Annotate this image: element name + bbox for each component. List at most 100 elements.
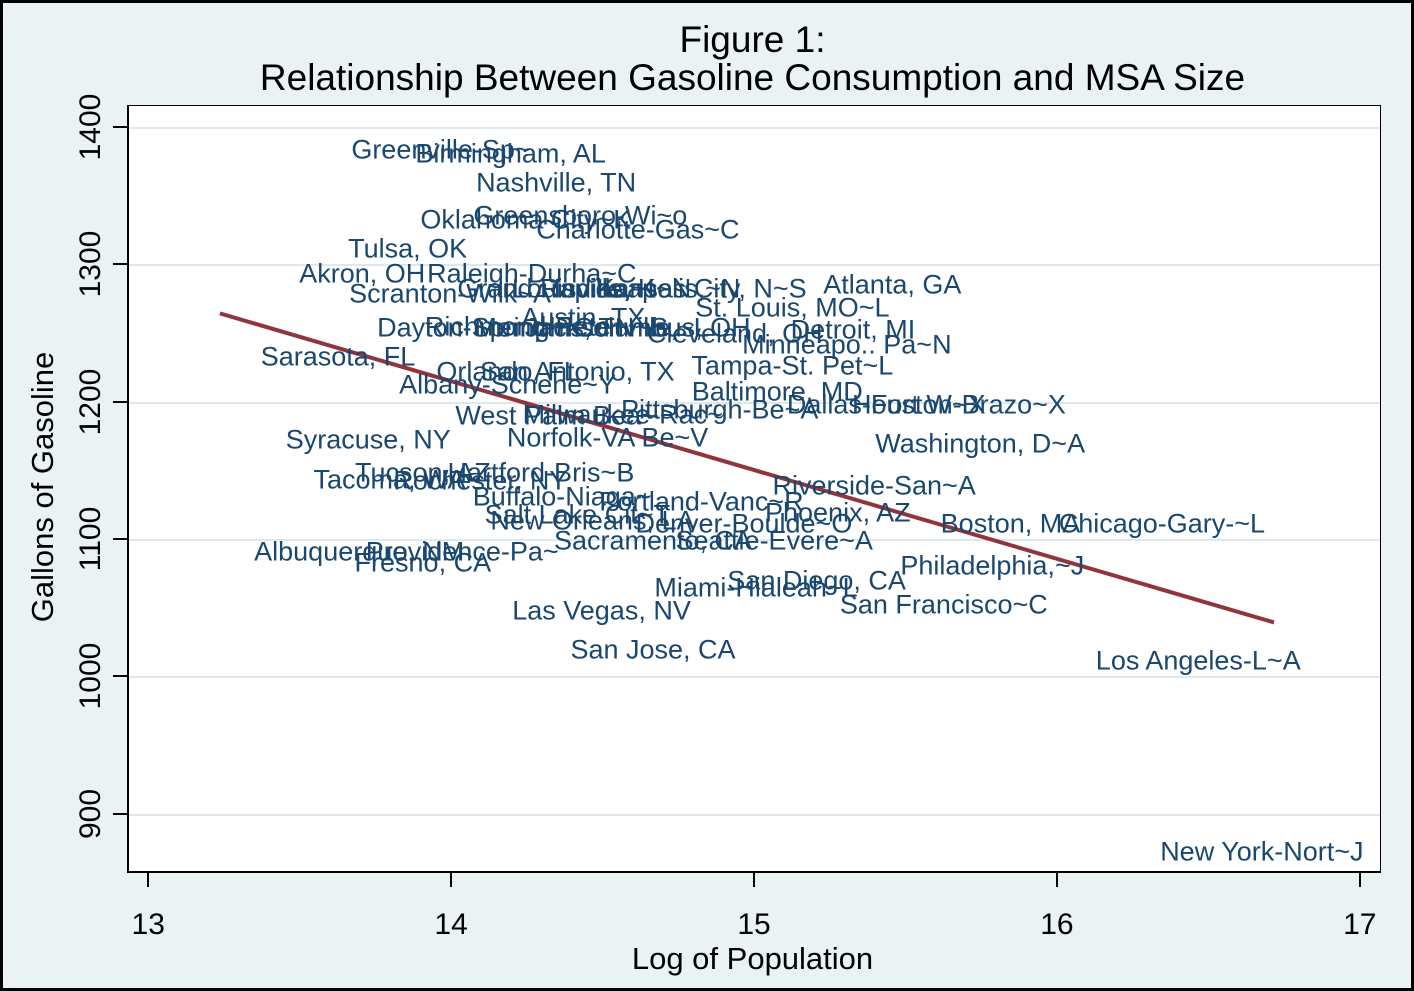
city-label: Seattle-Evere~A [675, 525, 873, 556]
figure-title-line-2: Relationship Between Gasoline Consumptio… [259, 57, 1246, 98]
city-label: Baltimore, MD [691, 376, 863, 407]
city-label: Nashville, TN [476, 167, 637, 198]
city-label: Sarasota, FL [260, 341, 416, 372]
city-label: Philadelphia,~J [900, 550, 1085, 581]
city-label: Boston, MA [940, 508, 1081, 539]
city-label: Rochester, NY [393, 465, 568, 496]
city-label: Indianapolis,~N [553, 273, 741, 304]
city-label: Grand Rapids,~I [457, 273, 655, 304]
y-gridline [129, 264, 1380, 267]
x-tick-label: 16 [1040, 908, 1074, 941]
city-label: Fresno, CA [354, 547, 492, 578]
y-tick-label: 1000 [74, 642, 107, 710]
city-label: Austin, TX [521, 302, 646, 332]
city-label: Portland-Vanc~R [599, 486, 804, 517]
city-label: Buffalo-Niaga~ [472, 481, 652, 512]
y-axis-tick [113, 400, 128, 403]
city-label: Tampa-St. Pet~L [691, 350, 894, 381]
city-label: Minneapo.. Pa~N [742, 329, 952, 360]
x-axis-tick [147, 872, 150, 887]
city-label: Salt Lake Cit~T [484, 499, 670, 530]
regression-fit-line [219, 311, 1275, 625]
city-label: Syracuse, NY [285, 424, 451, 455]
city-label: Washington, D~A [875, 428, 1086, 459]
figure-title-line-1: Figure 1: [679, 19, 826, 60]
y-axis-tick [113, 538, 128, 540]
y-axis-title: Gallons of Gasoline [25, 351, 60, 623]
city-label: Albuquerque, NM [254, 536, 465, 567]
city-label: Houston-Brazo~X [852, 389, 1066, 420]
city-label: Pittsburgh-Be~A [620, 394, 819, 425]
city-label: Miami-Hialeah~L [654, 572, 858, 603]
city-label: Columbus, OH [573, 312, 751, 343]
city-label: Providence-Pa~ [365, 536, 559, 567]
y-axis-tick [113, 263, 128, 266]
y-gridline [129, 401, 1380, 404]
city-label: Birmingham, AL [415, 138, 606, 169]
city-label: Atlanta, GA [823, 269, 962, 300]
city-label: Richmond-Pete~ [424, 311, 627, 342]
y-gridline [129, 539, 1380, 541]
y-tick-label: 1300 [74, 230, 107, 298]
city-label: Denver-Boulde~O [635, 508, 853, 539]
x-tick-label: 14 [434, 908, 468, 941]
x-axis-tick [450, 872, 453, 887]
x-tick-label: 15 [737, 908, 771, 941]
y-gridline [129, 126, 1380, 129]
y-tick-label: 1400 [74, 93, 107, 161]
x-axis-tick [753, 872, 755, 887]
city-label: Jacksonville,~L [524, 312, 709, 343]
city-label: New Orleans, LA [490, 505, 695, 536]
x-axis-tick [1055, 872, 1058, 887]
city-label: Greenville-Sp~ [351, 134, 531, 165]
city-label: Dallas-Fort W~X [786, 389, 986, 420]
city-label: Akron, OH [299, 258, 426, 289]
city-label: Las Vegas, NV [512, 595, 691, 626]
x-axis-tick [1358, 872, 1361, 887]
city-label: Tacoma, WA [313, 464, 466, 495]
city-label: West Palm Bea~ [455, 400, 657, 431]
city-label: San Francisco~C [839, 589, 1048, 620]
city-label: Greensboro-Wi~o [473, 200, 688, 231]
y-axis-tick [113, 125, 128, 128]
x-axis-title: Log of Population [631, 941, 874, 976]
city-label: Hartford-Bris~B [447, 457, 635, 488]
y-axis-tick [113, 675, 128, 678]
city-label: Norfolk-VA Be~V [506, 422, 709, 453]
y-tick-label: 1200 [74, 368, 107, 436]
x-tick-label: 13 [131, 908, 165, 941]
city-label: Memphis, TN~S [474, 312, 669, 343]
city-label: Raleigh-Durha~C [427, 258, 637, 289]
city-label: New York-Nort~J [1160, 836, 1364, 867]
city-label: Chicago-Gary-~L [1058, 508, 1266, 539]
city-label: Cleveland, OH [647, 318, 823, 349]
city-label: Sacramento, CA [553, 525, 753, 556]
city-label: Tucson, AZ [355, 457, 491, 488]
city-label: Kansas City, N~S [596, 273, 807, 304]
y-tick-label: 1100 [74, 506, 107, 572]
plot-area: Greenville-Sp~ Birmingham, AL Nashville, T… [127, 105, 1381, 873]
y-axis-tick [113, 812, 128, 815]
city-label: Tulsa, OK [348, 233, 468, 264]
y-gridline [129, 813, 1380, 816]
city-label: San Antonio, TX [479, 356, 675, 387]
y-gridline [129, 676, 1380, 679]
city-label: Phoenix, AZ [765, 497, 911, 528]
y-tick-label: 900 [74, 788, 107, 839]
city-label: Detroit, MI [790, 314, 916, 345]
city-label: Scranton-Wilk~A [349, 278, 551, 309]
city-label: Louisville, K~N [511, 273, 692, 304]
fit-line-layer [219, 311, 1275, 625]
x-tick-label: 17 [1343, 908, 1377, 941]
city-label: Riverside-San~A [772, 470, 976, 501]
city-label: Orlando, FL [436, 356, 579, 387]
city-label: Dayton-Spring~ [377, 312, 566, 343]
city-label: St. Louis, MO~L [695, 292, 890, 323]
city-label: Albany-Schene~Y [399, 369, 617, 400]
city-label: Oklahoma City~K [420, 204, 632, 235]
city-label: Milwaukee-Rac~ [522, 399, 723, 430]
city-label: San Diego, CA [727, 565, 906, 596]
city-label: San Jose, CA [570, 634, 736, 665]
city-label: Charlotte-Gas~C [536, 214, 740, 245]
